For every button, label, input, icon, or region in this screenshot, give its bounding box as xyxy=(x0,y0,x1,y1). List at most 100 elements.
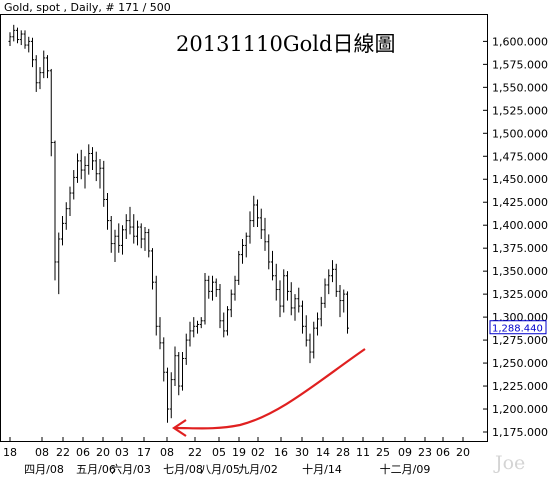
x-month-label: 七月/08 xyxy=(163,463,203,476)
ohlc-bar xyxy=(144,227,147,251)
x-axis: 18 08 22 06 20 03 17 08 22 05 19 02 16 30 14 28 11 25 09 23… xyxy=(3,437,470,476)
ohlc-bar xyxy=(162,337,165,381)
ohlc-bar xyxy=(159,317,162,349)
ohlc-bar xyxy=(312,322,315,359)
ohlc-bar xyxy=(211,276,214,301)
arrow-annotation xyxy=(176,349,365,428)
x-tick-label: 18 xyxy=(3,446,17,459)
ohlc-bar xyxy=(294,294,297,321)
ohlc-bar xyxy=(35,55,38,92)
ohlc-bar xyxy=(264,218,267,251)
ohlc-bar xyxy=(234,276,237,301)
ohlc-bar xyxy=(196,321,199,334)
last-value-label: 1,288.440 xyxy=(492,324,543,335)
ohlc-bar xyxy=(106,193,109,230)
ohlc-bar xyxy=(99,159,102,188)
ohlc-bar xyxy=(207,276,210,299)
ohlc-bar xyxy=(61,216,64,245)
ohlc-bar xyxy=(219,284,222,328)
ohlc-bar xyxy=(147,229,150,257)
ohlc-bar xyxy=(76,154,79,183)
x-tick-label: 30 xyxy=(295,446,309,459)
ohlc-bar xyxy=(91,147,94,170)
ohlc-bar xyxy=(129,207,132,235)
ohlc-bar xyxy=(20,30,23,45)
last-value-box: 1,288.440 xyxy=(490,321,546,335)
ohlc-bar xyxy=(215,279,218,297)
ohlc-bar xyxy=(114,230,117,262)
ohlc-bar xyxy=(42,51,45,79)
x-tick-label: 23 xyxy=(418,446,432,459)
ohlc-bar xyxy=(54,141,57,281)
y-tick-label: 1,550.000 xyxy=(492,81,548,94)
ohlc-bar xyxy=(275,264,278,301)
ohlc-bar xyxy=(192,317,195,337)
y-tick-label: 1,400.000 xyxy=(492,219,548,232)
x-tick-label: 05 xyxy=(212,446,226,459)
x-month-label: 八月/05 xyxy=(200,463,240,476)
x-tick-label: 08 xyxy=(160,446,174,459)
ohlc-bar xyxy=(102,161,105,207)
ohlc-bar xyxy=(189,322,192,347)
y-tick-label: 1,600.000 xyxy=(492,35,548,48)
ohlc-bar xyxy=(342,290,345,313)
y-tick-label: 1,425.000 xyxy=(492,196,548,209)
ohlc-bar xyxy=(121,225,124,254)
x-tick-label: 09 xyxy=(398,446,412,459)
x-tick-label: 22 xyxy=(188,446,202,459)
ohlc-bar xyxy=(72,170,75,199)
ohlc-bar xyxy=(249,211,252,243)
ohlc-bar xyxy=(9,32,12,46)
ohlc-bar xyxy=(155,276,158,336)
x-tick-label: 06 xyxy=(436,446,450,459)
y-tick-label: 1,525.000 xyxy=(492,104,548,117)
ohlc-bar xyxy=(331,260,334,282)
x-month-label: 六月/03 xyxy=(111,463,151,476)
ohlc-bar xyxy=(290,282,293,315)
x-month-label: 九月/02 xyxy=(238,463,278,476)
ohlc-bar xyxy=(166,368,169,423)
y-tick-label: 1,325.000 xyxy=(492,288,548,301)
ohlc-bar xyxy=(39,67,42,89)
ohlc-bar xyxy=(297,288,300,313)
ohlc-bar xyxy=(117,223,120,252)
ohlc-bar xyxy=(87,144,90,174)
x-month-label: 十月/14 xyxy=(302,462,342,476)
y-tick-label: 1,225.000 xyxy=(492,380,548,393)
y-tick-label: 1,475.000 xyxy=(492,150,548,163)
x-tick-label: 25 xyxy=(376,446,390,459)
ohlc-bar xyxy=(185,334,188,365)
ohlc-bar xyxy=(346,291,349,333)
ohlc-bar xyxy=(282,269,285,312)
ohlc-bar xyxy=(241,239,244,264)
x-tick-label: 11 xyxy=(356,446,370,459)
ohlc-bar xyxy=(271,251,274,280)
ohlc-bar xyxy=(204,273,207,324)
y-tick-label: 1,175.000 xyxy=(492,426,548,439)
ohlc-bar xyxy=(327,269,330,294)
ohlc-bar xyxy=(12,25,15,42)
ohlc-bar xyxy=(267,234,270,269)
ohlc-bar xyxy=(84,156,87,188)
y-tick-label: 1,350.000 xyxy=(492,265,548,278)
ohlc-bar xyxy=(335,264,338,297)
ohlc-bar xyxy=(80,150,83,179)
ohlc-bar xyxy=(200,317,203,328)
x-tick-label: 28 xyxy=(336,446,350,459)
ohlc-bar xyxy=(27,37,30,53)
x-month-label: 四月/08 xyxy=(24,463,64,476)
x-month-label: 五月/06 xyxy=(76,463,116,476)
ohlc-bar xyxy=(222,313,225,338)
x-tick-label: 19 xyxy=(232,446,246,459)
x-tick-label: 20 xyxy=(456,446,470,459)
ohlc-bar xyxy=(174,347,177,387)
ohlc-bar xyxy=(245,233,248,258)
ohlc-bar xyxy=(140,223,143,248)
ohlc-bar xyxy=(230,290,233,318)
y-tick-label: 1,250.000 xyxy=(492,357,548,370)
ohlc-bar xyxy=(286,271,289,300)
ohlc-bar xyxy=(256,199,259,227)
x-tick-label: 16 xyxy=(274,446,288,459)
x-tick-label: 22 xyxy=(56,446,70,459)
